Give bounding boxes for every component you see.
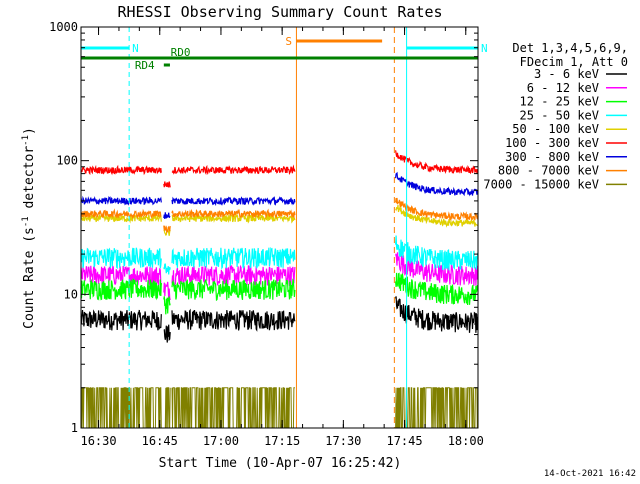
series-line-3 (171, 246, 296, 270)
series-line-1 (395, 252, 479, 286)
series-line-2 (163, 296, 171, 315)
annotation-label-s: S (285, 35, 292, 48)
y-tick-label: 1 (71, 421, 78, 435)
series-line-0 (80, 309, 162, 331)
y-axis-label-part2: detector (22, 146, 37, 217)
series-line-1 (171, 264, 296, 288)
series-line-6 (395, 171, 479, 197)
series-line-2 (171, 278, 296, 302)
series-line-8 (81, 387, 162, 429)
series-line-6 (163, 212, 171, 219)
chart-title: RHESSI Observing Summary Count Rates (117, 3, 442, 21)
legend-entry-label: 7000 - 15000 keV (483, 177, 599, 191)
x-tick-label: 17:45 (386, 434, 422, 448)
x-axis-label: Start Time (10-Apr-07 16:25:42) (159, 456, 402, 471)
series-line-0 (395, 296, 479, 333)
legend-entry-label: 6 - 12 keV (527, 81, 599, 95)
legend-entry-label: 300 - 800 keV (505, 150, 599, 164)
series-line-2 (80, 278, 162, 301)
y-tick-label: 100 (56, 154, 78, 168)
timestamp-label: 14-Oct-2021 16:42 (544, 469, 636, 479)
annotation-label-rd0: RD0 (171, 46, 191, 59)
x-tick-label: 17:30 (325, 434, 361, 448)
x-tick-label: 16:45 (142, 434, 178, 448)
legend-header-line: FDecim 1, Att 0 (520, 55, 628, 69)
series-line-0 (171, 308, 296, 332)
series-line-5 (80, 164, 162, 176)
series-line-3 (163, 263, 171, 275)
annotation-label-n: N (481, 42, 488, 55)
y-axis-label-sup2: -1 (21, 135, 31, 146)
series-line-2 (395, 272, 479, 306)
series-line-7 (395, 197, 479, 222)
annotation-label-rd4: RD4 (135, 59, 155, 72)
y-axis-label-sup1: -1 (21, 216, 31, 227)
legend-entry-label: 25 - 50 keV (520, 108, 599, 122)
x-tick-label: 16:30 (80, 434, 116, 448)
legend-entry-label: 50 - 100 keV (512, 122, 599, 136)
series-line-6 (80, 195, 162, 206)
x-tick-label: 17:00 (203, 434, 239, 448)
series-line-7 (163, 225, 171, 234)
y-axis-label-part3: ) (22, 127, 37, 135)
series-line-5 (171, 164, 296, 176)
series-line-1 (80, 265, 162, 287)
y-tick-label: 1000 (49, 20, 78, 34)
series-line-8 (395, 387, 478, 429)
legend-entry-label: 100 - 300 keV (505, 136, 599, 150)
legend-entry-label: 800 - 7000 keV (498, 164, 599, 178)
series-line-7 (80, 208, 162, 220)
y-axis-label: Count Rate (s-1 detector-1) (21, 127, 37, 329)
x-tick-label: 17:15 (264, 434, 300, 448)
series-line-3 (80, 247, 162, 270)
legend-header-line: Det 1,3,4,5,6,9, (512, 41, 628, 55)
annotation-label-n: N (132, 42, 139, 55)
plot-frame (80, 26, 479, 429)
series-line-8 (171, 387, 295, 429)
legend-entry-label: 3 - 6 keV (534, 67, 599, 81)
y-axis-label-part1: Count Rate (s (22, 227, 37, 329)
series-line-0 (163, 324, 171, 343)
series-line-3 (395, 235, 479, 271)
y-tick-label: 10 (64, 287, 78, 301)
series-line-7 (171, 208, 296, 220)
series-line-1 (163, 281, 171, 301)
series-line-5 (395, 150, 479, 175)
series-line-8 (163, 387, 171, 429)
x-tick-label: 18:00 (448, 434, 484, 448)
series-line-6 (171, 195, 296, 207)
series-line-4 (171, 213, 296, 224)
legend-entry-label: 12 - 25 keV (520, 95, 599, 109)
series-line-4 (395, 204, 479, 228)
series-line-5 (163, 181, 171, 188)
